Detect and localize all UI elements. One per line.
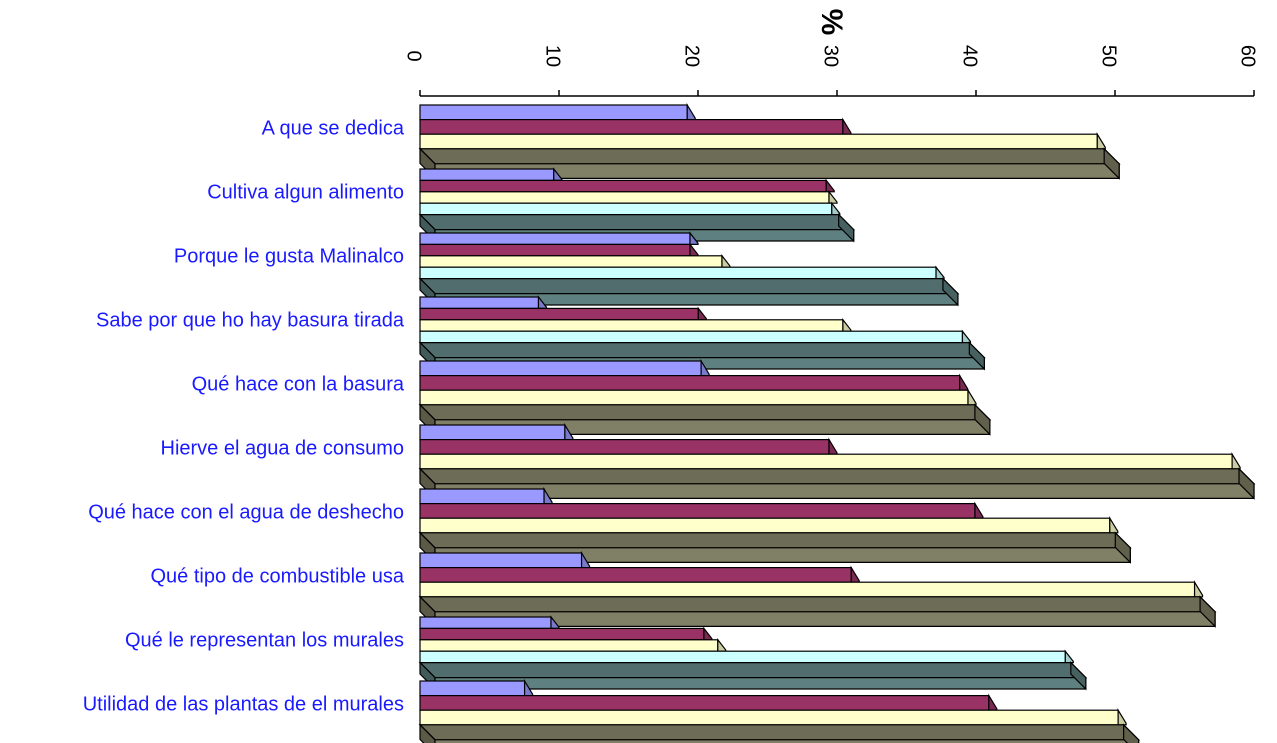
category-label: Hierve el agua de consumo: [161, 437, 404, 459]
bar: [418, 403, 992, 436]
x-tick-label: 30: [820, 45, 842, 67]
bar: [418, 531, 1132, 564]
bar: [419, 550, 591, 569]
x-tick-label: 60: [1237, 45, 1259, 67]
x-axis-title: %: [815, 9, 848, 36]
x-tick-label: 0: [403, 50, 425, 61]
bar: [419, 178, 835, 193]
bar: [419, 626, 713, 641]
x-tick-label: 40: [959, 45, 981, 67]
bars: [418, 102, 1256, 743]
bar: [419, 437, 838, 455]
bar: [419, 231, 699, 245]
bar: [418, 661, 1088, 691]
x-axis: 0 10 20 30 40 50 60: [403, 45, 1259, 97]
bar: [419, 358, 710, 377]
category-label: A que se dedica: [262, 117, 405, 139]
bar: [419, 373, 969, 391]
bar: [419, 516, 1119, 534]
bar: [419, 201, 841, 216]
category-label: Qué le representan los murales: [125, 629, 404, 651]
bar: [419, 388, 977, 406]
x-tick-label: 50: [1098, 45, 1120, 67]
bar: [419, 452, 1241, 470]
bar: [419, 693, 998, 711]
bar: [419, 565, 860, 583]
bar: [419, 306, 707, 321]
bar: [419, 242, 699, 257]
bar: [419, 422, 574, 441]
bar: [419, 501, 984, 519]
bar: [419, 102, 696, 121]
category-label: Cultiva algun alimento: [207, 181, 404, 203]
bar: [418, 147, 1121, 180]
bar: [419, 708, 1127, 726]
bar: [418, 467, 1256, 500]
bar: [419, 254, 731, 268]
category-label: Qué hace con la basura: [192, 373, 405, 395]
bar: [419, 190, 838, 204]
category-labels: A que se dedica Cultiva algun alimento Por…: [83, 117, 405, 715]
bar: [419, 318, 852, 332]
bar: [419, 649, 1074, 664]
category-label: Qué hace con el agua de deshecho: [88, 501, 404, 523]
bar: [419, 486, 553, 505]
bar: [418, 277, 960, 307]
x-tick-label: 20: [681, 45, 703, 67]
bar: [419, 615, 560, 630]
bar: [418, 595, 1217, 628]
x-tick-label: 10: [542, 45, 564, 67]
bar: [419, 678, 534, 697]
bar: [419, 329, 972, 344]
bar: [419, 295, 548, 309]
bar: [418, 723, 1141, 743]
bar: [419, 265, 945, 280]
bar: [419, 117, 852, 135]
bar: [419, 167, 563, 181]
category-label: Qué tipo de combustible usa: [151, 565, 405, 587]
bar: [419, 638, 727, 652]
category-label: Sabe por que ho hay basura tirada: [96, 309, 405, 331]
bar: [419, 580, 1204, 598]
category-label: Porque le gusta Malinalco: [174, 245, 404, 267]
category-label: Utilidad de las plantas de el murales: [83, 693, 404, 715]
bar: [419, 132, 1106, 150]
